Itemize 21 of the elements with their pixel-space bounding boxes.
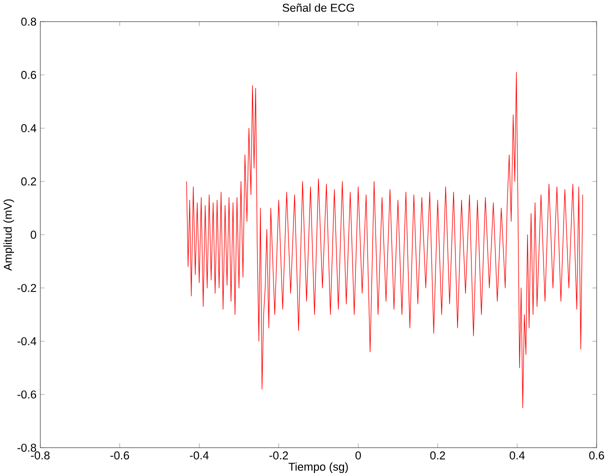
y-tick-label: 0.6 (21, 70, 36, 79)
x-tick-label: -0.4 (190, 451, 209, 460)
x-axis-title: Tiempo (sg) (288, 462, 348, 473)
x-tick-label: 0.2 (430, 451, 446, 460)
x-tick-label: 0 (355, 451, 361, 460)
x-tick-label: -0.2 (269, 451, 288, 460)
y-tick-label: -0.2 (18, 284, 36, 292)
y-tick-label: -0.8 (18, 444, 36, 452)
y-tick-label: -0.4 (18, 336, 36, 346)
y-axis-title: Amplitud (mV) (3, 199, 14, 270)
y-tick-label: 0 (30, 230, 36, 239)
x-tick-label: -0.6 (110, 451, 130, 460)
line-series (186, 72, 584, 408)
x-tick-label: -0.8 (30, 451, 50, 460)
x-tick-label: 0.4 (510, 451, 525, 460)
chart-title: Señal de ECG (282, 3, 354, 12)
y-tick-label: 0.8 (21, 17, 36, 26)
y-tick-label: 0.4 (21, 124, 36, 132)
y-tick-label: 0.2 (21, 177, 36, 186)
y-tick-label: -0.6 (18, 390, 36, 398)
x-tick-label: 0.6 (589, 451, 604, 460)
